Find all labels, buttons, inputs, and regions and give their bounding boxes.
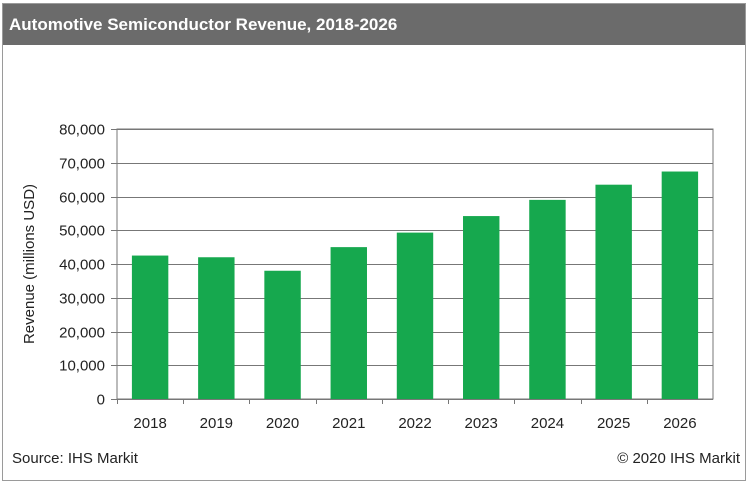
chart-title: Automotive Semiconductor Revenue, 2018-2…: [3, 4, 745, 45]
y-tick-label: 20,000: [59, 325, 105, 342]
bar-2024: [529, 199, 566, 399]
bar-2020: [264, 270, 301, 399]
y-tick-label: 80,000: [59, 122, 105, 139]
copyright-note: © 2020 IHS Markit: [617, 450, 740, 467]
source-note: Source: IHS Markit: [12, 450, 138, 467]
bar-2025: [595, 184, 632, 399]
y-tick-label: 10,000: [59, 358, 105, 375]
x-tick-label: 2018: [133, 415, 166, 432]
x-tick-label: 2026: [663, 415, 696, 432]
x-tick-label: 2023: [465, 415, 498, 432]
bar-2021: [330, 247, 367, 399]
bar-2022: [396, 232, 434, 399]
y-tick-label: 70,000: [59, 156, 105, 173]
bar-2026: [661, 171, 699, 399]
x-tick-labels: 2018 2019 2020 2021 2022 2023 2024 2025 2026: [133, 415, 696, 432]
bar-2023: [463, 216, 500, 399]
y-tick-labels: 0 10,000 20,000 30,000 40,000 50,000 60,000 70,…: [59, 122, 105, 409]
x-tick-label: 2024: [531, 415, 564, 432]
x-tick-label: 2021: [332, 415, 365, 432]
x-tick-label: 2020: [266, 415, 299, 432]
y-tick-label: 30,000: [59, 291, 105, 308]
y-axis-label: Revenue (millions USD): [21, 184, 38, 344]
y-tick-label: 50,000: [59, 223, 105, 240]
bar-2019: [198, 257, 235, 399]
bars: [131, 171, 699, 399]
bar-2018: [131, 255, 169, 399]
y-tick-label: 40,000: [59, 257, 105, 274]
x-tick-label: 2022: [398, 415, 431, 432]
x-tick-label: 2019: [200, 415, 233, 432]
x-tick-label: 2025: [597, 415, 630, 432]
y-tick-label: 0: [97, 392, 105, 409]
y-tick-label: 60,000: [59, 190, 105, 207]
